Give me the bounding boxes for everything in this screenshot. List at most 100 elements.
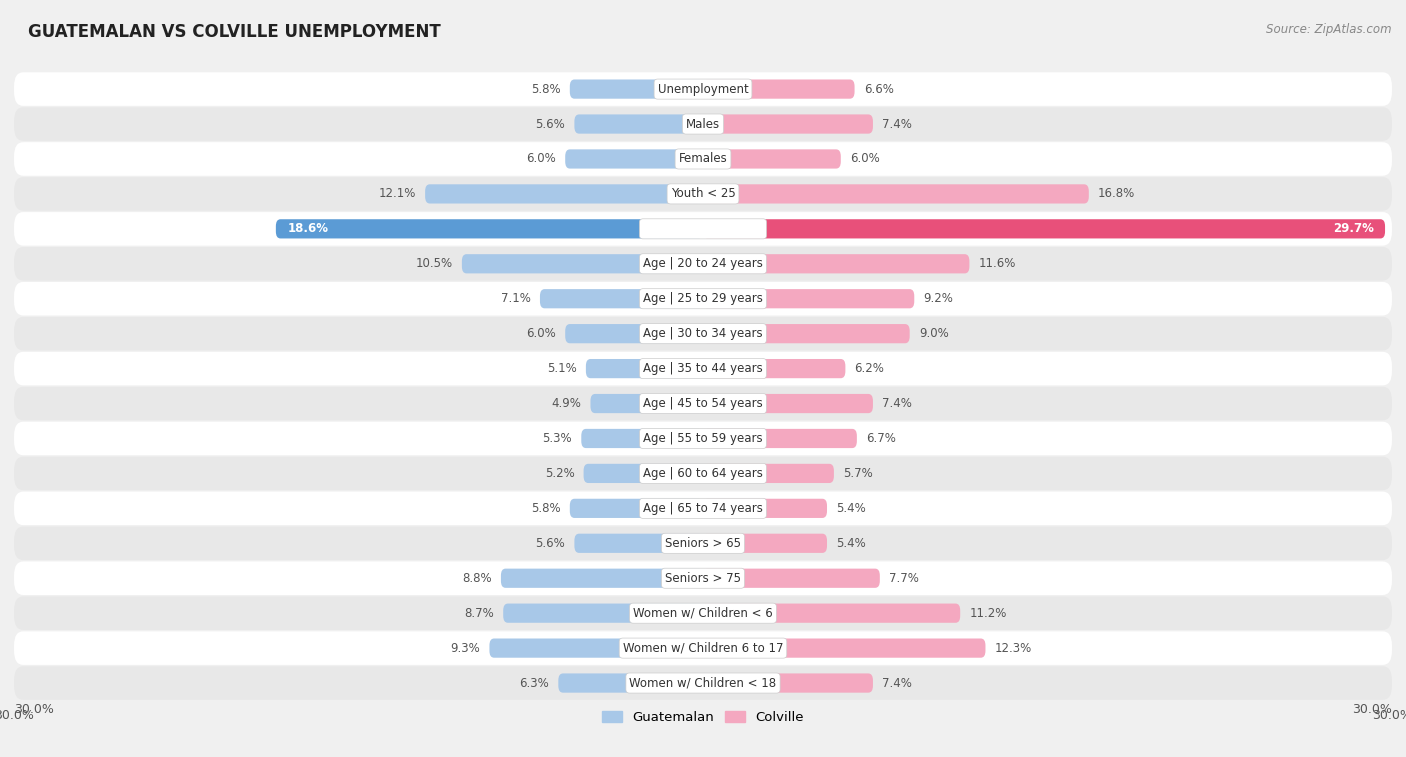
Text: Age | 60 to 64 years: Age | 60 to 64 years [643,467,763,480]
Text: 5.2%: 5.2% [544,467,575,480]
FancyBboxPatch shape [703,220,1385,238]
Text: 8.7%: 8.7% [464,606,494,620]
FancyBboxPatch shape [569,79,703,98]
FancyBboxPatch shape [586,359,703,378]
Text: 9.2%: 9.2% [924,292,953,305]
Text: 7.7%: 7.7% [889,572,920,584]
Text: Women w/ Children < 6: Women w/ Children < 6 [633,606,773,620]
Text: Age | 65 to 74 years: Age | 65 to 74 years [643,502,763,515]
FancyBboxPatch shape [575,534,703,553]
Text: Age | 55 to 59 years: Age | 55 to 59 years [643,432,763,445]
Text: 5.7%: 5.7% [844,467,873,480]
Text: 16.8%: 16.8% [1098,188,1135,201]
Text: 5.3%: 5.3% [543,432,572,445]
FancyBboxPatch shape [503,603,703,623]
Text: Age | 30 to 34 years: Age | 30 to 34 years [643,327,763,340]
FancyBboxPatch shape [14,527,1392,560]
Text: 6.2%: 6.2% [855,362,884,375]
Text: 5.8%: 5.8% [531,502,561,515]
Text: 6.3%: 6.3% [519,677,550,690]
Text: 6.0%: 6.0% [851,152,880,166]
FancyBboxPatch shape [461,254,703,273]
Text: Seniors > 75: Seniors > 75 [665,572,741,584]
FancyBboxPatch shape [569,499,703,518]
FancyBboxPatch shape [703,569,880,588]
Text: GUATEMALAN VS COLVILLE UNEMPLOYMENT: GUATEMALAN VS COLVILLE UNEMPLOYMENT [28,23,441,41]
FancyBboxPatch shape [14,142,1392,176]
Text: Women w/ Children 6 to 17: Women w/ Children 6 to 17 [623,642,783,655]
Text: 7.4%: 7.4% [882,117,912,130]
Legend: Guatemalan, Colville: Guatemalan, Colville [598,706,808,729]
FancyBboxPatch shape [558,674,703,693]
Text: Source: ZipAtlas.com: Source: ZipAtlas.com [1267,23,1392,36]
FancyBboxPatch shape [703,534,827,553]
FancyBboxPatch shape [14,317,1392,350]
FancyBboxPatch shape [703,674,873,693]
FancyBboxPatch shape [703,324,910,343]
Text: 5.4%: 5.4% [837,537,866,550]
Text: 6.0%: 6.0% [526,152,555,166]
Text: Unemployment: Unemployment [658,83,748,95]
FancyBboxPatch shape [14,107,1392,141]
FancyBboxPatch shape [703,499,827,518]
Text: 12.1%: 12.1% [378,188,416,201]
Text: 10.5%: 10.5% [416,257,453,270]
FancyBboxPatch shape [14,597,1392,630]
FancyBboxPatch shape [703,429,856,448]
FancyBboxPatch shape [703,149,841,169]
Text: Women w/ Children < 18: Women w/ Children < 18 [630,677,776,690]
Text: 5.6%: 5.6% [536,537,565,550]
FancyBboxPatch shape [703,114,873,134]
FancyBboxPatch shape [703,638,986,658]
FancyBboxPatch shape [14,387,1392,420]
FancyBboxPatch shape [565,149,703,169]
FancyBboxPatch shape [703,359,845,378]
FancyBboxPatch shape [14,422,1392,455]
FancyBboxPatch shape [14,73,1392,106]
FancyBboxPatch shape [14,212,1392,245]
Text: 5.1%: 5.1% [547,362,576,375]
FancyBboxPatch shape [489,638,703,658]
Text: 11.2%: 11.2% [969,606,1007,620]
FancyBboxPatch shape [565,324,703,343]
FancyBboxPatch shape [425,184,703,204]
FancyBboxPatch shape [14,282,1392,316]
Text: 5.6%: 5.6% [536,117,565,130]
FancyBboxPatch shape [581,429,703,448]
FancyBboxPatch shape [703,184,1088,204]
Text: Males: Males [686,117,720,130]
Text: 4.9%: 4.9% [551,397,581,410]
Text: 11.6%: 11.6% [979,257,1017,270]
FancyBboxPatch shape [14,666,1392,699]
Text: Females: Females [679,152,727,166]
FancyBboxPatch shape [703,464,834,483]
Text: Age | 45 to 54 years: Age | 45 to 54 years [643,397,763,410]
FancyBboxPatch shape [703,79,855,98]
FancyBboxPatch shape [14,456,1392,491]
Text: Age | 35 to 44 years: Age | 35 to 44 years [643,362,763,375]
Text: 9.3%: 9.3% [450,642,481,655]
FancyBboxPatch shape [591,394,703,413]
FancyBboxPatch shape [575,114,703,134]
Text: 30.0%: 30.0% [1353,702,1392,716]
FancyBboxPatch shape [14,352,1392,385]
Text: 6.0%: 6.0% [526,327,555,340]
FancyBboxPatch shape [14,631,1392,665]
Text: 12.3%: 12.3% [994,642,1032,655]
Text: 18.6%: 18.6% [287,223,329,235]
Text: 7.4%: 7.4% [882,397,912,410]
Text: 7.4%: 7.4% [882,677,912,690]
Text: Age | 16 to 19 years: Age | 16 to 19 years [643,223,763,235]
FancyBboxPatch shape [703,394,873,413]
FancyBboxPatch shape [703,289,914,308]
FancyBboxPatch shape [703,254,969,273]
Text: 6.7%: 6.7% [866,432,896,445]
FancyBboxPatch shape [703,603,960,623]
Text: Age | 25 to 29 years: Age | 25 to 29 years [643,292,763,305]
Text: Age | 20 to 24 years: Age | 20 to 24 years [643,257,763,270]
Text: Seniors > 65: Seniors > 65 [665,537,741,550]
FancyBboxPatch shape [540,289,703,308]
Text: 5.4%: 5.4% [837,502,866,515]
FancyBboxPatch shape [501,569,703,588]
Text: 9.0%: 9.0% [920,327,949,340]
